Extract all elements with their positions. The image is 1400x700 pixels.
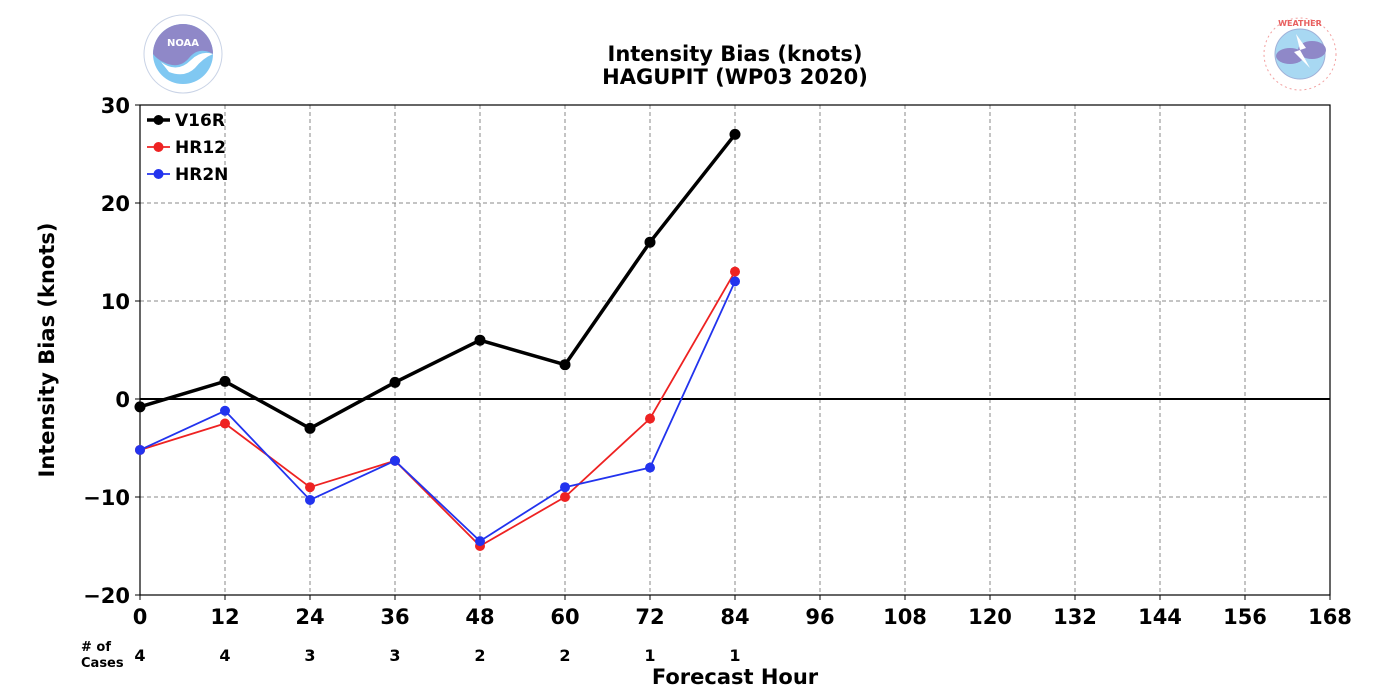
axes: 0 12 24 36 48 60 72 84 96 108 120 132 144 156 168 −20 −1… bbox=[83, 94, 1352, 629]
data-point-hr12 bbox=[560, 492, 570, 502]
cases-label: # of Cases bbox=[81, 640, 124, 672]
svg-text:WEATHER: WEATHER bbox=[1278, 19, 1322, 28]
series-line-hr2n bbox=[139, 281, 736, 542]
cases-label-line1: # of bbox=[81, 640, 112, 655]
series-line-hr12 bbox=[139, 271, 736, 547]
x-axis-label: Forecast Hour bbox=[651, 665, 819, 689]
data-point-hr12 bbox=[645, 413, 655, 424]
data-point-hr2n bbox=[730, 276, 740, 287]
case-count: 4 bbox=[219, 646, 230, 665]
x-tick-label: 144 bbox=[1138, 605, 1182, 629]
x-tick-label: 12 bbox=[210, 605, 239, 629]
x-tick-label: 120 bbox=[968, 605, 1012, 629]
legend-label: HR12 bbox=[175, 138, 226, 158]
data-point-v16r bbox=[389, 376, 401, 388]
x-tick-label: 108 bbox=[883, 605, 927, 629]
x-tick-label: 96 bbox=[805, 605, 834, 629]
y-tick-label: 10 bbox=[101, 290, 130, 314]
grid-lines bbox=[140, 105, 1330, 595]
x-tick-label: 132 bbox=[1053, 605, 1097, 629]
case-count: 3 bbox=[304, 646, 315, 665]
chart-title: Intensity Bias (knots) bbox=[607, 42, 863, 66]
data-point-v16r bbox=[219, 375, 231, 387]
nws-logo: WEATHER bbox=[1263, 17, 1337, 91]
y-tick-label: 20 bbox=[101, 192, 130, 216]
x-tick-label: 48 bbox=[465, 605, 494, 629]
legend-label: HR2N bbox=[175, 165, 228, 185]
x-tick-label: 60 bbox=[550, 605, 579, 629]
legend-label: V16R bbox=[175, 111, 225, 131]
data-point-hr2n bbox=[475, 536, 485, 547]
data-point-hr12 bbox=[220, 418, 230, 429]
case-count: 3 bbox=[389, 646, 400, 665]
data-point-hr2n bbox=[560, 482, 570, 493]
chart-subtitle: HAGUPIT (WP03 2020) bbox=[602, 65, 868, 89]
y-tick-label: 0 bbox=[115, 388, 130, 412]
x-tick-label: 72 bbox=[635, 605, 664, 629]
series-lines bbox=[134, 128, 741, 551]
y-tick-label: −20 bbox=[83, 584, 130, 608]
noaa-logo-text: NOAA bbox=[167, 38, 199, 49]
data-point-hr2n bbox=[645, 462, 655, 473]
x-tick-label: 36 bbox=[380, 605, 409, 629]
data-point-hr12 bbox=[305, 482, 315, 493]
y-axis-label: Intensity Bias (knots) bbox=[35, 222, 59, 478]
cases-label-line2: Cases bbox=[81, 656, 124, 671]
case-counts: 4 4 3 3 2 2 1 1 bbox=[134, 646, 740, 665]
x-tick-label: 24 bbox=[295, 605, 324, 629]
case-count: 4 bbox=[134, 646, 145, 665]
data-point-hr2n bbox=[220, 405, 230, 416]
data-point-hr2n bbox=[390, 455, 400, 466]
y-tick-label: −10 bbox=[83, 486, 130, 510]
data-point-hr12 bbox=[730, 266, 740, 277]
y-tick-label: 30 bbox=[101, 94, 130, 118]
data-point-hr2n bbox=[305, 494, 315, 505]
x-tick-label: 0 bbox=[133, 605, 148, 629]
legend-marker bbox=[153, 115, 164, 125]
data-point-hr2n bbox=[135, 444, 145, 455]
case-count: 2 bbox=[474, 646, 485, 665]
legend: V16R HR12 HR2N bbox=[147, 111, 228, 185]
case-count: 1 bbox=[729, 646, 740, 665]
x-tick-label: 168 bbox=[1308, 605, 1352, 629]
data-point-v16r bbox=[474, 334, 486, 346]
case-count: 1 bbox=[644, 646, 655, 665]
legend-marker bbox=[153, 169, 164, 179]
data-point-v16r bbox=[304, 422, 316, 434]
case-count: 2 bbox=[559, 646, 570, 665]
legend-marker bbox=[153, 142, 164, 152]
data-point-v16r bbox=[559, 359, 571, 371]
noaa-logo: NOAA bbox=[143, 14, 223, 94]
data-point-v16r bbox=[729, 128, 741, 140]
x-tick-label: 84 bbox=[720, 605, 749, 629]
data-point-v16r bbox=[134, 401, 146, 413]
x-tick-label: 156 bbox=[1223, 605, 1267, 629]
series-line-v16r bbox=[139, 133, 737, 431]
data-point-v16r bbox=[644, 236, 656, 248]
